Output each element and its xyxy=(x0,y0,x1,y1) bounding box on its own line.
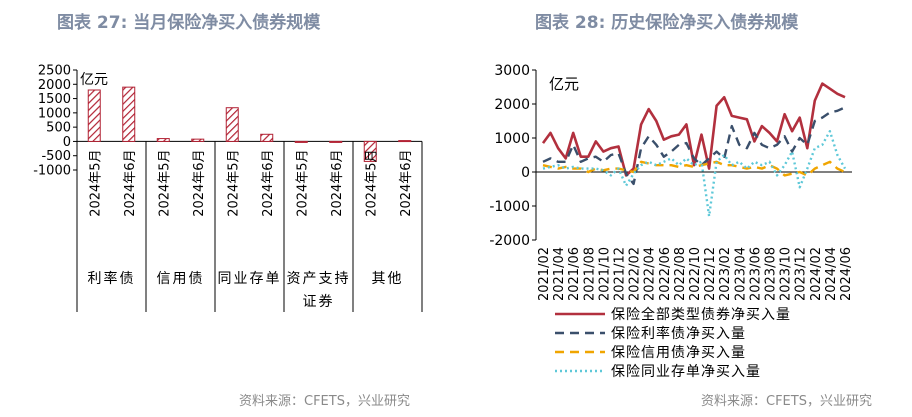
unit-label: 亿元 xyxy=(549,75,579,93)
x-tick-label: 2022/04 xyxy=(643,247,658,301)
legend-label: 保险同业存单净买入量 xyxy=(611,364,761,380)
bar-2024年5月 xyxy=(363,140,377,162)
x-category-label: 2024年6月 xyxy=(123,149,138,216)
x-category-label: 2024年6月 xyxy=(261,149,276,216)
y-tick-label: -500 xyxy=(41,149,71,164)
x-category-label: 2024年5月 xyxy=(364,149,379,216)
x-tick-label: 2024/04 xyxy=(824,247,839,301)
y-tick-label: 1000 xyxy=(494,131,530,147)
y-tick-label: 1500 xyxy=(38,92,71,107)
bar-2024年5月 xyxy=(87,89,101,142)
x-category-label: 2024年6月 xyxy=(399,149,414,216)
x-category-label: 2024年5月 xyxy=(226,149,241,216)
y-tick-label: 500 xyxy=(46,121,71,136)
series-line-3 xyxy=(542,129,847,218)
bar-2024年6月 xyxy=(122,86,136,142)
right-chart-title: 图表 28: 历史保险净买入债券规模 xyxy=(535,13,799,33)
x-tick-label: 2022/10 xyxy=(688,247,703,301)
x-tick-label: 2021/04 xyxy=(552,247,567,301)
y-tick-label: 0 xyxy=(63,135,71,150)
legend-label: 保险全部类型债券净买入量 xyxy=(611,306,791,323)
x-tick-label: 2023/08 xyxy=(764,247,779,301)
x-category-label: 2024年6月 xyxy=(330,149,345,216)
x-tick-label: 2021/08 xyxy=(582,247,597,301)
y-tick-label: 3000 xyxy=(494,63,530,79)
group-label: 资产支持证券 xyxy=(287,271,351,310)
legend-label: 保险利率债净买入量 xyxy=(611,325,746,342)
x-tick-label: 2022/12 xyxy=(703,247,718,301)
x-tick-label: 2024/06 xyxy=(839,247,854,301)
y-tick-label: 2000 xyxy=(494,97,530,113)
x-category-label: 2024年5月 xyxy=(88,149,103,216)
x-tick-label: 2021/06 xyxy=(567,247,582,301)
left-chart-title: 图表 27: 当月保险净买入债券规模 xyxy=(57,13,321,33)
y-tick-label: 2500 xyxy=(38,64,71,79)
bar-2024年6月 xyxy=(260,133,274,142)
bar-2024年5月 xyxy=(156,138,170,142)
series-line-0 xyxy=(541,82,846,177)
x-category-label: 2024年5月 xyxy=(295,149,310,216)
x-tick-label: 2023/12 xyxy=(794,247,809,301)
x-tick-label: 2023/04 xyxy=(733,247,748,301)
right-source-note: 资料来源：CFETS，兴业研究 xyxy=(701,394,872,409)
legend-label: 保险信用债净买入量 xyxy=(611,345,746,361)
group-label: 信用债 xyxy=(157,271,205,287)
bar-2024年6月 xyxy=(398,140,412,143)
y-tick-label: 2000 xyxy=(38,78,71,93)
bar-2024年6月 xyxy=(191,138,205,142)
x-category-label: 2024年6月 xyxy=(192,149,207,216)
y-tick-label: 0 xyxy=(521,165,530,181)
unit-label: 亿元 xyxy=(80,72,108,88)
x-tick-label: 2022/02 xyxy=(628,247,643,301)
x-tick-label: 2021/12 xyxy=(613,247,628,301)
bar-2024年5月 xyxy=(294,140,308,143)
x-tick-label: 2023/10 xyxy=(779,247,794,301)
x-tick-label: 2022/08 xyxy=(673,247,688,301)
x-tick-label: 2022/06 xyxy=(658,247,673,301)
left-source-note: 资料来源：CFETS，兴业研究 xyxy=(239,394,410,409)
y-tick-label: 1000 xyxy=(38,106,71,121)
group-label: 利率债 xyxy=(88,270,136,287)
x-tick-label: 2024/02 xyxy=(809,247,824,301)
x-category-label: 2024年5月 xyxy=(157,149,172,216)
y-tick-label: -1000 xyxy=(33,164,71,179)
x-tick-label: 2023/06 xyxy=(748,247,763,301)
bar-2024年6月 xyxy=(329,140,343,143)
x-tick-label: 2021/10 xyxy=(597,247,612,301)
group-label: 同业存单 xyxy=(218,271,282,287)
x-tick-label: 2023/02 xyxy=(718,247,733,301)
x-tick-label: 2021/02 xyxy=(537,247,552,301)
series-line-1 xyxy=(542,106,846,186)
y-tick-label: -1000 xyxy=(489,199,530,215)
y-tick-label: -2000 xyxy=(489,233,530,249)
group-label: 其他 xyxy=(372,271,404,287)
bar-2024年5月 xyxy=(225,107,239,142)
